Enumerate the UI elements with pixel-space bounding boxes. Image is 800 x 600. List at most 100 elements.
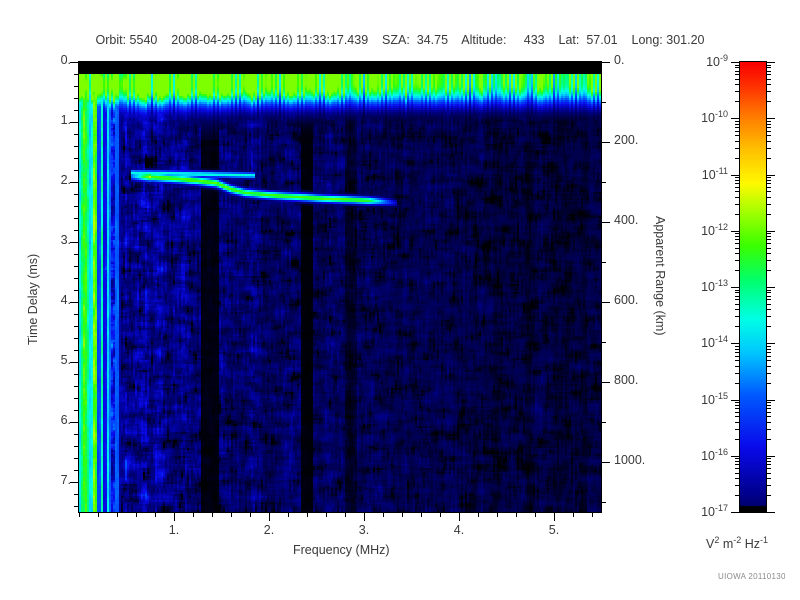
y-axis-tick-minor xyxy=(74,134,79,135)
colorbar-tick-minor xyxy=(735,239,740,240)
colorbar-tick-minor xyxy=(735,65,740,66)
colorbar-tick-minor xyxy=(735,248,740,249)
colorbar-tick-minor xyxy=(766,304,771,305)
colorbar-tick-major xyxy=(731,175,740,176)
colorbar-tick-minor xyxy=(766,236,771,237)
colorbar-tick-minor xyxy=(766,101,771,102)
y-axis-tick-minor xyxy=(74,74,79,75)
y-axis-tick-minor xyxy=(74,374,79,375)
y-axis-tick-major xyxy=(70,422,79,423)
x-axis-tick-minor xyxy=(440,512,441,517)
x-axis-tick-minor xyxy=(478,512,479,517)
y-axis-tick-minor xyxy=(74,170,79,171)
colorbar-tick-minor xyxy=(735,141,740,142)
y-axis-tick-minor xyxy=(74,206,79,207)
colorbar-tick-minor xyxy=(735,373,740,374)
x-axis-tick-major xyxy=(554,512,555,521)
x-axis-tick-minor xyxy=(402,512,403,517)
y2-axis-tick-minor xyxy=(601,502,606,503)
colorbar-tick-minor xyxy=(735,360,740,361)
y-axis-tick-minor xyxy=(74,110,79,111)
colorbar-tick-minor xyxy=(735,309,740,310)
colorbar-tick-minor xyxy=(735,429,740,430)
colorbar-tick-minor xyxy=(735,204,740,205)
colorbar-tick-major xyxy=(766,456,775,457)
colorbar-tick-minor xyxy=(735,326,740,327)
colorbar-tick-minor xyxy=(766,402,771,403)
y-axis-tick-minor xyxy=(74,278,79,279)
colorbar-tick-major xyxy=(731,400,740,401)
axis-bottom-line xyxy=(78,512,602,513)
x-axis-tick-major xyxy=(269,512,270,521)
colorbar-tick-minor xyxy=(735,412,740,413)
colorbar-tick-minor xyxy=(766,360,771,361)
colorbar-tick-label: 10-14 xyxy=(701,334,728,351)
colorbar-tick-minor xyxy=(766,412,771,413)
colorbar-tick-minor xyxy=(735,67,740,68)
y-axis-tick-minor xyxy=(74,350,79,351)
y-axis-tick-minor xyxy=(74,86,79,87)
y2-axis-tick-label: 1000. xyxy=(614,453,646,467)
colorbar-tick-major xyxy=(731,343,740,344)
colorbar-tick-minor xyxy=(766,187,771,188)
y-axis-tick-major xyxy=(70,482,79,483)
colorbar-tick-major xyxy=(766,175,775,176)
colorbar-tick-minor xyxy=(735,461,740,462)
colorbar-tick-minor xyxy=(735,135,740,136)
y-axis-tick-minor xyxy=(74,146,79,147)
x-axis-tick-minor xyxy=(117,512,118,517)
colorbar-tick-minor xyxy=(766,473,771,474)
y-axis-tick-minor xyxy=(74,254,79,255)
colorbar-right-line xyxy=(766,62,767,513)
y-axis-tick-minor xyxy=(74,494,79,495)
y-axis-tick-label: 4. xyxy=(60,293,71,307)
colorbar-tick-minor xyxy=(735,458,740,459)
colorbar-tick-minor xyxy=(766,248,771,249)
colorbar-tick-minor xyxy=(766,405,771,406)
colorbar-tick-minor xyxy=(735,402,740,403)
colorbar-tick-minor xyxy=(766,468,771,469)
colorbar-tick-minor xyxy=(735,236,740,237)
colorbar-tick-minor xyxy=(766,131,771,132)
axis-left-line xyxy=(78,62,79,513)
x-axis-tick-minor xyxy=(193,512,194,517)
y-axis-tick-minor xyxy=(74,218,79,219)
colorbar-tick-label: 10-11 xyxy=(701,166,728,183)
colorbar-tick-minor xyxy=(735,468,740,469)
y-axis-tick-minor xyxy=(74,326,79,327)
colorbar-tick-minor xyxy=(766,239,771,240)
colorbar-tick-minor xyxy=(766,79,771,80)
colorbar-tick-minor xyxy=(766,478,771,479)
x-axis-tick-minor xyxy=(155,512,156,517)
colorbar-tick-minor xyxy=(735,405,740,406)
y-axis-tick-label: 2. xyxy=(60,173,71,187)
colorbar-tick-minor xyxy=(735,473,740,474)
y2-axis-tick-minor xyxy=(601,262,606,263)
colorbar-tick-minor xyxy=(766,458,771,459)
y-axis-tick-minor xyxy=(74,470,79,471)
colorbar-tick-minor xyxy=(735,243,740,244)
colorbar-tick-minor xyxy=(766,461,771,462)
colorbar-tick-minor xyxy=(766,352,771,353)
colorbar-tick-major xyxy=(766,287,775,288)
colorbar-tick-minor xyxy=(766,233,771,234)
y-axis-tick-minor xyxy=(74,338,79,339)
colorbar-tick-major xyxy=(766,118,775,119)
y-axis-tick-label: 1. xyxy=(60,113,71,127)
colorbar-tick-minor xyxy=(766,292,771,293)
y-axis-tick-label: 7. xyxy=(60,473,71,487)
y-axis-tick-minor xyxy=(74,446,79,447)
colorbar-tick-minor xyxy=(766,439,771,440)
x-axis-tick-major xyxy=(459,512,460,521)
colorbar-tick-minor xyxy=(735,197,740,198)
colorbar-tick-minor xyxy=(766,422,771,423)
colorbar-tick-minor xyxy=(766,373,771,374)
colorbar-tick-label: 10-16 xyxy=(701,447,728,464)
colorbar-tick-minor xyxy=(766,408,771,409)
y2-axis-tick-minor xyxy=(601,102,606,103)
colorbar-tick-minor xyxy=(735,183,740,184)
colorbar-tick-minor xyxy=(766,204,771,205)
y2-axis-tick-label: 600. xyxy=(614,293,639,307)
y-axis-tick-minor xyxy=(74,230,79,231)
y-axis-tick-minor xyxy=(74,386,79,387)
